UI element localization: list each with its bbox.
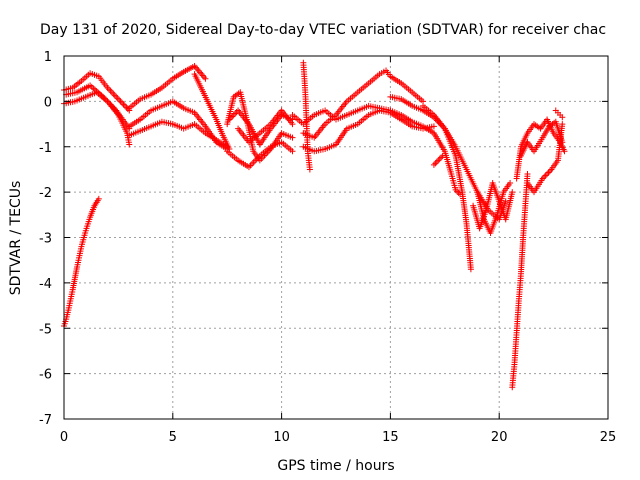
series-arc-h: [224, 89, 296, 164]
x-tick-label: 0: [60, 430, 68, 445]
data-point-marker: [430, 123, 437, 130]
data-point-marker: [435, 157, 442, 164]
series-early-drop: [61, 195, 102, 329]
data-point-marker: [289, 121, 296, 128]
y-tick-label: -1: [39, 141, 52, 156]
chart-title: Day 131 of 2020, Sidereal Day-to-day VTE…: [40, 22, 606, 38]
data-point-marker: [457, 191, 464, 198]
data-point-marker: [192, 64, 199, 71]
series-arc-k: [235, 107, 296, 146]
series-arc-g: [191, 71, 233, 153]
series-arc-c: [63, 82, 133, 132]
data-point-marker: [108, 89, 115, 96]
data-point-marker: [202, 75, 209, 82]
data-point-marker: [105, 86, 112, 93]
series-arc-r: [430, 152, 446, 168]
x-axis-label: GPS time / hours: [277, 458, 394, 474]
data-point-marker: [117, 98, 124, 105]
data-point-marker: [509, 189, 516, 196]
data-point-marker: [455, 189, 462, 196]
series-arc-j: [226, 107, 296, 148]
data-point-marker: [433, 158, 440, 165]
data-point-marker: [199, 72, 206, 79]
data-point-marker: [95, 195, 102, 202]
series-arc-w: [524, 121, 566, 196]
data-point-marker: [542, 172, 549, 179]
series-arc-l: [300, 67, 427, 141]
series-deep-dip: [509, 170, 531, 391]
series-arc-m: [300, 107, 437, 155]
data-point-marker: [120, 101, 127, 108]
data-point-marker: [544, 170, 551, 177]
data-point-marker: [524, 170, 531, 177]
y-axis-label: SDTVAR / TECUs: [8, 181, 24, 296]
data-point-marker: [289, 134, 296, 141]
data-point-marker: [126, 141, 133, 148]
data-point-marker: [195, 67, 202, 74]
y-tick-label: 1: [44, 50, 52, 65]
x-tick-label: 15: [382, 430, 399, 445]
data-point-marker: [111, 92, 118, 99]
data-point-marker: [306, 166, 313, 173]
axis-ticks: 0 5 10 15 20 25 -7 -6 -5 -4 -3 -2 -1 0 1: [39, 50, 616, 445]
data-point-marker: [107, 87, 114, 94]
y-tick-label: 0: [44, 95, 52, 110]
data-point-marker: [502, 198, 509, 205]
data-point-marker: [541, 174, 548, 180]
series-arc-t: [474, 180, 514, 236]
y-tick-label: -3: [39, 232, 52, 247]
grid: [64, 56, 608, 419]
series-arc-f: [126, 118, 231, 150]
x-tick-label: 10: [273, 430, 290, 445]
series-arc-d: [126, 62, 209, 112]
data-point-marker: [559, 121, 566, 128]
data-point-marker: [432, 160, 439, 167]
data-point-marker: [289, 148, 296, 155]
series-arc-q: [420, 102, 509, 223]
data-point-marker: [119, 99, 126, 106]
y-tick-label: -6: [39, 368, 52, 383]
data-point-marker: [230, 111, 237, 118]
series-arc-i: [224, 139, 296, 171]
data-point-marker: [197, 69, 203, 76]
data-point-marker: [559, 114, 566, 121]
data-point-marker: [439, 152, 446, 159]
data-point-marker: [123, 104, 130, 111]
series-arc-p: [387, 107, 464, 198]
series-arc-e: [126, 98, 231, 153]
x-tick-label: 5: [169, 430, 177, 445]
series-arc-a: [61, 70, 133, 114]
x-tick-label: 20: [491, 430, 508, 445]
data-point-marker: [545, 169, 552, 176]
data-point-marker: [110, 90, 117, 97]
x-tick-label: 25: [600, 430, 617, 445]
series-arc-x: [552, 107, 566, 121]
y-tick-label: -4: [39, 277, 52, 292]
data-point-marker: [507, 180, 514, 187]
data-point-marker: [436, 155, 443, 162]
data-point-marker: [114, 95, 121, 102]
data-point-marker: [201, 74, 208, 81]
y-tick-label: -2: [39, 186, 52, 201]
data-point-marker: [116, 96, 123, 103]
data-point-marker: [113, 93, 120, 100]
data-point-marker: [561, 148, 568, 155]
data-point-marker: [467, 266, 474, 273]
data-points: [61, 59, 568, 391]
data-point-marker: [430, 161, 437, 168]
data-point-marker: [198, 70, 205, 77]
y-tick-label: -5: [39, 322, 52, 337]
data-point-marker: [546, 167, 553, 174]
y-tick-label: -7: [39, 413, 52, 428]
